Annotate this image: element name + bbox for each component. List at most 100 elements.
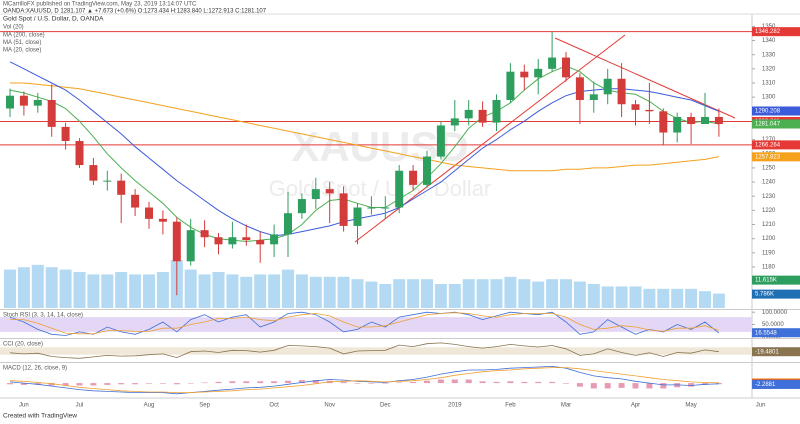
volume-bar [421, 279, 433, 308]
candle-body [575, 77, 584, 100]
y-tick-label: 1310 [762, 81, 776, 87]
candle-body [381, 207, 390, 209]
candle-body [423, 156, 431, 185]
macd-histogram-bar [437, 379, 444, 384]
price-tag-bg [752, 275, 800, 285]
candle-body [548, 57, 557, 69]
volume-bar [282, 269, 294, 308]
y-tick-label: 1350 [762, 24, 776, 30]
volume-bar [143, 274, 155, 308]
candle-body [256, 240, 265, 245]
candle-body [534, 68, 543, 78]
macd-histogram-bar [48, 383, 55, 386]
candle-body [19, 95, 28, 106]
legend-entry: Vol (20) [3, 25, 24, 31]
y-tick-label: 1250 [762, 165, 776, 171]
macd-histogram-bar [590, 383, 597, 389]
volume-bar [156, 272, 169, 308]
macd-histogram-bar [90, 383, 97, 386]
volume-bar [601, 286, 614, 308]
price-tag: 1290.208 [755, 109, 781, 115]
price-tag: -2.2881 [755, 382, 776, 388]
x-tick-label: Apr [631, 403, 640, 409]
y-tick-label: 0.0000 [762, 334, 781, 340]
volume-bar [184, 269, 197, 308]
y-tick-label: 1320 [762, 66, 776, 72]
price-tag-bg [752, 289, 800, 299]
y-tick-label: 1270 [762, 137, 776, 143]
candle-body [520, 71, 529, 78]
volume-bar [657, 288, 670, 308]
volume-bar [323, 276, 336, 308]
price-tag-bg [752, 119, 800, 129]
volume-bar [546, 279, 559, 308]
indicator-line [9, 367, 719, 393]
candle-body [89, 165, 98, 181]
macd-histogram-bar [132, 383, 139, 385]
price-tag: 1281.047 [755, 122, 781, 128]
volume-bar [379, 284, 392, 308]
candle-body [687, 116, 696, 125]
x-tick-label: Jul [76, 403, 84, 409]
price-tag-bg [752, 347, 800, 357]
volume-bar [337, 276, 350, 308]
panel-title: MACD (12, 26, close, 9) [3, 366, 67, 372]
macd-histogram-bar [410, 381, 417, 384]
ma-line [9, 61, 720, 237]
macd-histogram-bar [396, 382, 403, 384]
x-tick-label: Oct [269, 403, 279, 409]
candle-body [284, 213, 292, 235]
macd-histogram-bar [7, 383, 13, 385]
indicator-line [9, 311, 720, 336]
x-tick-label: Sep [199, 403, 210, 409]
candle-body [117, 180, 126, 195]
symbol-line: OANDA:XAUUSD, D 1281.107 ▲ +7.673 (+0.6%… [3, 9, 267, 15]
macd-histogram-bar [535, 381, 542, 384]
candle-body [714, 116, 723, 125]
candle-body [673, 116, 682, 133]
candle-body [367, 207, 376, 209]
panel-band [0, 317, 752, 332]
volume-bar [4, 269, 16, 308]
price-tag: 11.615K [755, 278, 777, 284]
macd-histogram-bar [76, 383, 83, 386]
macd-histogram-bar [285, 380, 291, 384]
candle-body [353, 207, 362, 226]
volume-bar [73, 272, 86, 308]
volume-bar [573, 281, 586, 308]
macd-histogram-bar [340, 381, 347, 384]
macd-histogram-bar [715, 383, 722, 385]
ma-line [9, 65, 719, 243]
candle-body [478, 109, 487, 123]
price-tag-bg [752, 140, 800, 150]
y-tick-label: 1330 [762, 52, 776, 58]
candle-body [131, 194, 140, 208]
candle-body [645, 109, 654, 112]
candle-body [617, 78, 626, 105]
candle-body [270, 234, 279, 245]
volume-bar [434, 284, 447, 308]
macd-histogram-bar [257, 381, 264, 384]
price-tag-bg [752, 152, 800, 162]
volume-bar [587, 284, 600, 308]
footer: Created with TradingView [3, 413, 77, 420]
panel-title: CCI (20, close) [3, 342, 43, 348]
macd-histogram-bar [479, 381, 486, 384]
price-tag: 16.5548 [755, 330, 777, 336]
volume-bar [45, 267, 58, 308]
candle-body [242, 237, 251, 241]
candle-body [589, 94, 598, 100]
price-tag-bg [752, 27, 800, 37]
macd-histogram-bar [173, 383, 180, 385]
volume-bar [240, 276, 253, 308]
y-tick-label: 1180 [762, 265, 776, 271]
volume-bar [615, 286, 628, 308]
chart-title: Gold Spot / U.S. Dollar, D, OANDA [3, 16, 104, 23]
x-tick-label: Jun [756, 403, 766, 409]
macd-histogram-bar [521, 381, 528, 384]
macd-histogram-bar [215, 381, 222, 384]
candle-body [47, 99, 56, 127]
legend-entry: MA (20, close) [3, 48, 41, 54]
candle-body [228, 237, 237, 245]
